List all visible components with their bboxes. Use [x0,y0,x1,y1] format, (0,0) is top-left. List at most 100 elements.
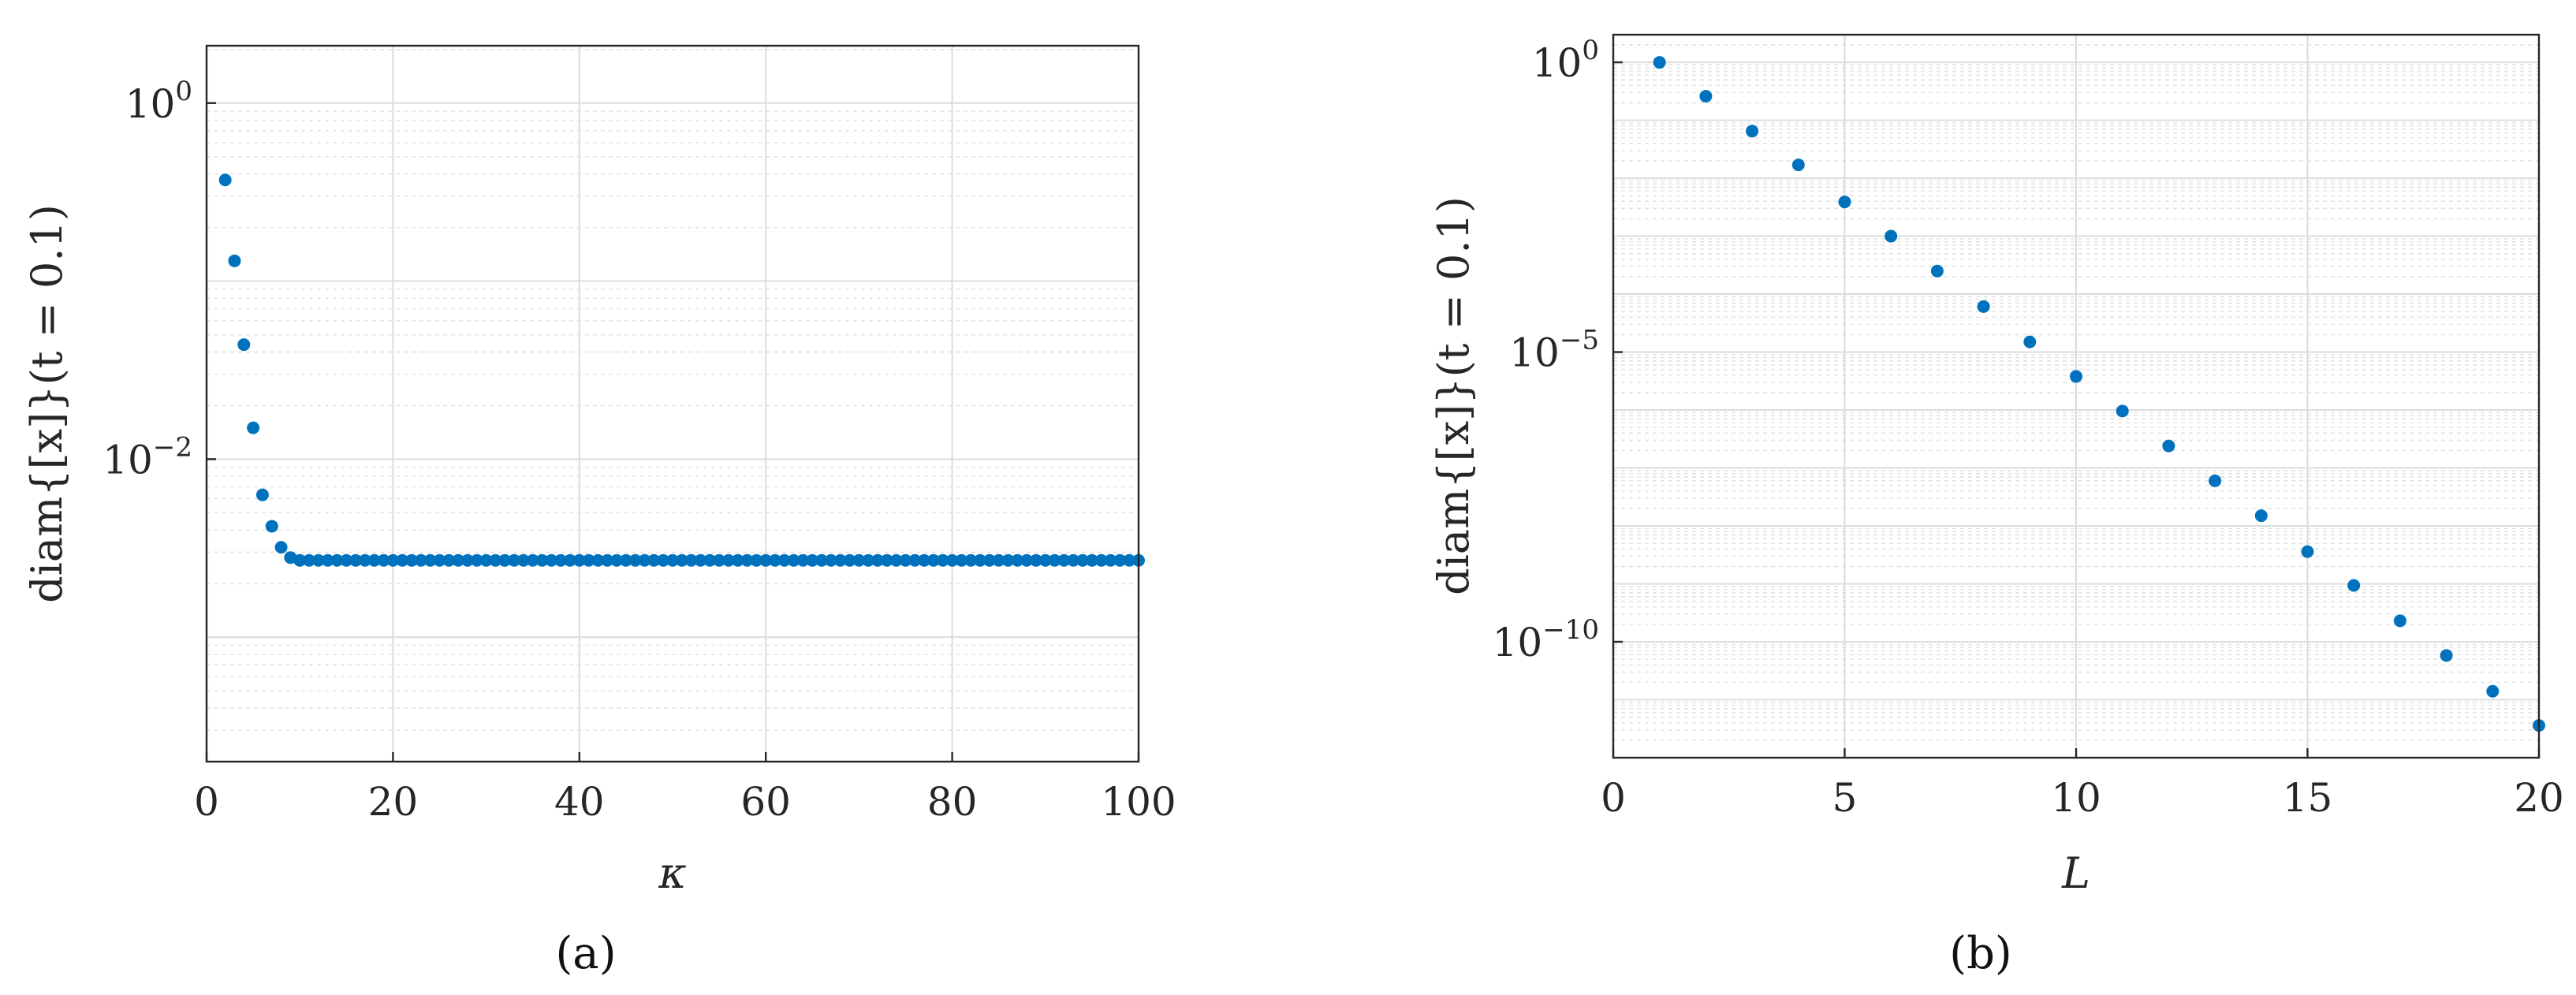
data-point [806,553,819,567]
data-point [1930,264,1944,278]
data-point [899,553,912,567]
panel-a-xlabel: κ [658,848,686,898]
data-point [1104,553,1117,567]
data-point [703,553,717,567]
data-point [218,173,232,187]
data-point [713,553,726,567]
panel-b-ticks: 0 5 10 15 20 100 10−5 10−10 [1493,35,2564,821]
data-point [247,421,260,434]
x-tick-label: 100 [1101,779,1176,825]
x-tick-label: 20 [2514,775,2564,821]
data-point [824,553,837,567]
panel-a-axes-frame [205,44,1140,763]
data-point [1123,553,1136,567]
data-point [833,553,847,567]
data-point [769,553,782,567]
x-tick-label: 0 [194,779,219,825]
data-point [1884,229,1898,243]
data-point [601,553,614,567]
data-point [303,553,316,567]
x-tick-label: 20 [368,779,419,825]
data-point [386,553,400,567]
data-point [1048,553,1061,567]
data-point [843,553,856,567]
panel-a-ylabel: diam{[x]}(t = 0.1) [22,204,72,603]
data-point [349,553,363,567]
data-point [918,553,931,567]
data-point [694,553,707,567]
data-point [2393,614,2406,628]
data-point [367,553,381,567]
data-point [526,553,539,567]
data-point [1653,56,1666,69]
data-point [945,553,959,567]
y-tick-label: 100 [1532,35,1599,86]
data-point [582,553,595,567]
data-point [610,553,624,567]
data-point [2254,509,2268,523]
data-point [675,553,688,567]
data-point [926,553,940,567]
data-point [2209,474,2222,487]
data-point [1699,90,1713,103]
x-tick-label: 5 [1832,775,1858,821]
data-point [1020,553,1034,567]
data-point [974,553,987,567]
panel-a-points [218,173,1145,567]
data-point [750,553,763,567]
data-point [460,553,474,567]
data-point [330,553,344,567]
data-point [871,553,885,567]
data-point [777,553,791,567]
panel-b: 0 5 10 15 20 100 10−5 10−10 L diam{[x]}(t = 0.1… [1429,33,2564,979]
data-point [563,553,576,567]
panel-a-caption: (a) [555,928,616,979]
data-point [255,488,269,501]
data-point [452,553,465,567]
data-point [498,553,512,567]
data-point [591,553,605,567]
data-point [908,553,922,567]
data-point [787,553,800,567]
data-point [619,553,632,567]
data-point [321,553,334,567]
data-point [1838,196,1851,209]
data-point [721,553,735,567]
data-point [1113,553,1127,567]
data-point [1746,125,1759,138]
data-point [1977,300,1990,313]
data-point [311,553,325,567]
data-point [414,553,427,567]
data-point [2162,439,2175,453]
data-point [572,553,586,567]
x-tick-label: 0 [1601,775,1626,821]
data-point [862,553,875,567]
data-point [358,553,371,567]
data-point [982,553,996,567]
panel-b-grid [1612,35,2540,758]
data-point [964,553,978,567]
data-point [796,553,810,567]
data-point [2023,335,2037,348]
data-point [508,553,521,567]
x-tick-label: 15 [2283,775,2333,821]
data-point [554,553,568,567]
data-point [516,553,530,567]
data-point [228,254,241,267]
data-point [2301,545,2314,558]
data-point [479,553,493,567]
data-point [1076,553,1090,567]
panel-b-ylabel: diam{[x]}(t = 0.1) [1429,196,1478,595]
panel-a-grid [206,46,1139,762]
data-point [2486,684,2500,698]
x-tick-label: 10 [2051,775,2101,821]
data-point [1029,553,1042,567]
panel-a-ticks: 0 20 40 60 80 100 100 10−2 [103,76,1176,825]
data-point [684,553,698,567]
data-point [545,553,558,567]
data-point [423,553,437,567]
data-point [852,553,866,567]
data-point [666,553,679,567]
panel-b-xlabel: L [2061,848,2090,898]
